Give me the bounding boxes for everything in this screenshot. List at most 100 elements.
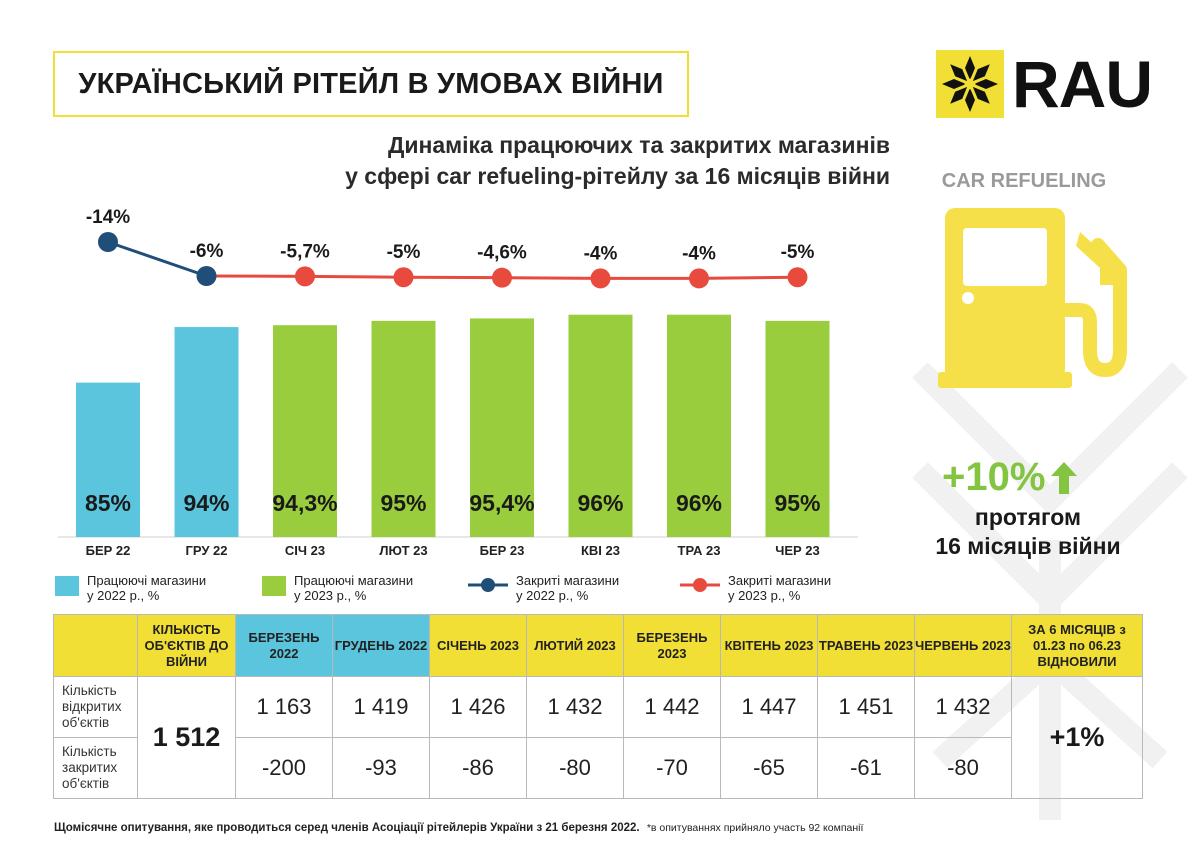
table-header-row: КІЛЬКІСТЬ ОБ'ЄКТІВ ДО ВІЙНИ БЕРЕЗЕНЬ 202… xyxy=(53,614,1143,677)
bar xyxy=(371,320,436,537)
table-header: ЗА 6 МІСЯЦІВ з 01.23 по 06.23 ВІДНОВИЛИ xyxy=(1011,614,1143,677)
bar-value-label: 94% xyxy=(183,490,229,516)
table-header: КВІТЕНЬ 2023 xyxy=(720,614,818,677)
legend-item-working-2022: Працюючі магазини у 2022 р., % xyxy=(55,573,206,603)
bar-value-label: 95% xyxy=(380,490,426,516)
growth-caption-line-1: протягом xyxy=(974,504,1082,530)
chart-legend: Працюючі магазини у 2022 р., % Працюючі … xyxy=(0,573,900,609)
before-war-count: 1 512 xyxy=(137,676,236,799)
table-header-empty xyxy=(53,614,138,677)
bar-value-label: 96% xyxy=(577,490,623,516)
bar-value-label: 85% xyxy=(85,490,131,516)
logo-text: RAU xyxy=(1012,47,1153,121)
legend-item-working-2023: Працюючі магазини у 2023 р., % xyxy=(262,573,413,603)
row-label-open: Кількість відкритих об'єктів xyxy=(53,676,138,738)
table-cell: -65 xyxy=(720,737,818,799)
line-value-label: -4% xyxy=(584,243,618,264)
table-cell: -80 xyxy=(526,737,624,799)
x-tick-label: СІЧ 23 xyxy=(285,543,325,558)
table-cell: 1 442 xyxy=(623,676,721,738)
bar-value-label: 96% xyxy=(676,490,722,516)
row-label-closed: Кількість закритих об'єктів xyxy=(53,737,138,799)
bar xyxy=(470,318,534,537)
x-tick-label: ГРУ 22 xyxy=(185,543,227,558)
table-cell: 1 451 xyxy=(817,676,915,738)
growth-caption: протягом 16 місяців війни xyxy=(918,503,1138,561)
x-tick-label: БЕР 23 xyxy=(480,543,525,558)
bar xyxy=(765,320,830,537)
star-icon xyxy=(936,50,1004,118)
x-tick-label: ЧЕР 23 xyxy=(775,543,820,558)
table-cell: 1 447 xyxy=(720,676,818,738)
table-row-closed: Кількість закритих об'єктів -200 -93 -86… xyxy=(53,737,1143,799)
legend-label: Працюючі магазини у 2022 р., % xyxy=(87,573,207,603)
page-title: УКРАЇНСЬКИЙ РІТЕЙЛ В УМОВАХ ВІЙНИ xyxy=(53,51,689,117)
bar-value-label: 95% xyxy=(774,490,820,516)
line-point xyxy=(689,268,709,289)
growth-indicator: +10% xyxy=(942,455,1078,500)
bar xyxy=(667,314,731,537)
legend-swatch xyxy=(262,576,286,596)
x-tick-label: ЛЮТ 23 xyxy=(379,543,427,558)
sector-label: CAR REFUELING xyxy=(941,170,1107,192)
bar-value-label: 95,4% xyxy=(469,490,534,516)
table-header: СІЧЕНЬ 2023 xyxy=(429,614,527,677)
x-tick-label: КВІ 23 xyxy=(581,543,620,558)
line-value-label: -4,6% xyxy=(477,243,527,264)
bar-value-label: 94,3% xyxy=(272,490,337,516)
table-cell: -93 xyxy=(332,737,430,799)
bar xyxy=(76,382,140,537)
table-header: ЛЮТИЙ 2023 xyxy=(526,614,624,677)
line-segment-2022 xyxy=(107,240,207,278)
bar xyxy=(273,325,337,537)
table-cell: -61 xyxy=(817,737,915,799)
table-header: КІЛЬКІСТЬ ОБ'ЄКТІВ ДО ВІЙНИ xyxy=(137,614,236,677)
growth-value: +10% xyxy=(942,455,1046,499)
footer-note: Щомісячне опитування, яке проводиться се… xyxy=(54,822,863,834)
subtitle-line-1: Динаміка працюючих та закритих магазинів xyxy=(387,132,890,158)
table-cell: 1 432 xyxy=(526,676,624,738)
x-tick-label: ТРА 23 xyxy=(678,543,721,558)
legend-label: Закриті магазини у 2022 р., % xyxy=(516,573,620,603)
line-value-label: -14% xyxy=(86,207,130,228)
table-cell: -70 xyxy=(623,737,721,799)
line-point xyxy=(787,267,808,288)
table-header: БЕРЕЗЕНЬ 2023 xyxy=(623,614,721,677)
table-cell: -200 xyxy=(235,737,333,799)
line-value-label: -4% xyxy=(682,243,716,264)
table-cell: 1 419 xyxy=(332,676,430,738)
table-cell: 1 432 xyxy=(914,676,1012,738)
stores-table: КІЛЬКІСТЬ ОБ'ЄКТІВ ДО ВІЙНИ БЕРЕЗЕНЬ 202… xyxy=(53,614,1143,799)
x-tick-label: БЕР 22 xyxy=(86,543,131,558)
combo-chart: 85% БЕР 22 94% ГРУ 22 94,3% СІЧ 23 95% ЛЮТ 23 95… xyxy=(58,207,858,558)
footer-participants: *в опитуваннях прийняло участь 92 компан… xyxy=(646,822,864,834)
legend-label: Закриті магазини у 2023 р., % xyxy=(728,573,832,603)
legend-swatch xyxy=(55,576,79,596)
growth-caption-line-2: 16 місяців війни xyxy=(935,533,1121,559)
table-cell: -80 xyxy=(914,737,1012,799)
table-cell: 1 163 xyxy=(235,676,333,738)
legend-line-icon xyxy=(680,578,720,592)
line-point xyxy=(492,267,512,288)
line-point xyxy=(295,266,315,287)
rau-logo: RAU xyxy=(936,47,1153,121)
legend-line-icon xyxy=(468,578,508,592)
legend-item-closed-2022: Закриті магазини у 2022 р., % xyxy=(468,573,619,603)
line-point xyxy=(196,266,217,286)
table-cell: -86 xyxy=(429,737,527,799)
line-point xyxy=(590,268,611,289)
arrow-up-icon xyxy=(1051,461,1078,494)
fuel-pump-icon xyxy=(938,208,1127,388)
legend-item-closed-2023: Закриті магазини у 2023 р., % xyxy=(680,573,831,603)
line-value-label: -5% xyxy=(387,242,421,263)
table-cell: 1 426 xyxy=(429,676,527,738)
line-value-label: -5% xyxy=(781,242,815,263)
bar xyxy=(568,314,633,537)
table-header: ГРУДЕНЬ 2022 xyxy=(332,614,430,677)
table-header: ТРАВЕНЬ 2023 xyxy=(817,614,915,677)
table-row-open: Кількість відкритих об'єктів 1 512 1 163… xyxy=(53,676,1143,799)
line-value-label: -5,7% xyxy=(280,241,330,262)
table-header: БЕРЕЗЕНЬ 2022 xyxy=(235,614,333,677)
line-point xyxy=(393,267,414,288)
recovered-value: +1% xyxy=(1011,676,1143,799)
